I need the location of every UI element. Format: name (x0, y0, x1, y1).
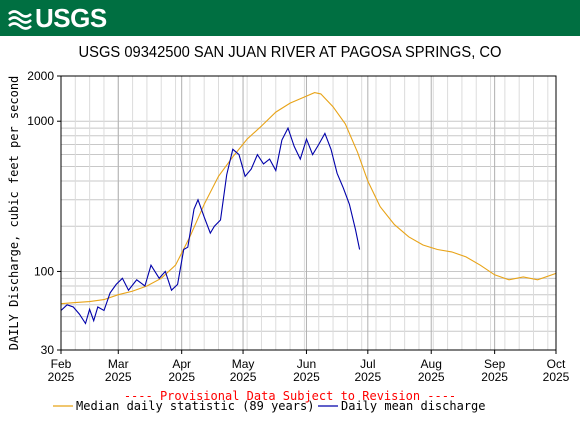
x-tick-label-year: 2025 (168, 370, 195, 384)
y-tick-label: 2000 (27, 69, 54, 83)
y-axis-ticks: 30 100 1000 2000 (27, 69, 61, 357)
y-axis-label: DAILY Discharge, cubic feet per second (7, 76, 21, 351)
x-tick-label-month: Oct (547, 357, 566, 371)
x-tick-label-year: 2025 (48, 370, 75, 384)
chart-legend: Median daily statistic (89 years) Daily m… (53, 399, 486, 413)
x-tick-label-year: 2025 (293, 370, 320, 384)
x-tick-label-month: Feb (51, 357, 72, 371)
x-tick-label-year: 2025 (418, 370, 445, 384)
x-tick-label-month: Aug (421, 357, 442, 371)
x-tick-label-month: May (232, 357, 255, 371)
x-tick-label-year: 2025 (230, 370, 257, 384)
y-tick-label: 100 (34, 264, 54, 278)
usgs-wave-icon (8, 10, 32, 30)
x-tick-label-month: Jul (360, 357, 375, 371)
usgs-header-bar: USGS (0, 0, 580, 36)
chart-title: USGS 09342500 SAN JUAN RIVER AT PAGOSA S… (78, 44, 502, 61)
x-tick-label-year: 2025 (481, 370, 508, 384)
x-tick-label-month: Mar (108, 357, 129, 371)
x-tick-label-year: 2025 (543, 370, 570, 384)
usgs-logo[interactable]: USGS (8, 3, 107, 34)
y-tick-label: 30 (41, 343, 55, 357)
x-tick-label-year: 2025 (105, 370, 132, 384)
chart-grid (60, 75, 557, 350)
series-line (60, 92, 557, 305)
legend-label: Median daily statistic (89 years) (76, 399, 314, 413)
x-tick-label-month: Jun (297, 357, 316, 371)
chart-series (60, 92, 557, 325)
y-tick-label: 1000 (27, 114, 54, 128)
x-axis-ticks: Feb2025Mar2025Apr2025May2025Jun2025Jul20… (48, 350, 570, 384)
provisional-note: ---- Provisional Data Subject to Revisio… (124, 389, 456, 403)
x-tick-label-month: Apr (172, 357, 191, 371)
plot-frame (60, 75, 557, 351)
usgs-logo-text: USGS (35, 3, 107, 33)
series-line (60, 126, 361, 325)
x-tick-label-year: 2025 (354, 370, 381, 384)
x-tick-label-month: Sep (484, 357, 506, 371)
legend-label: Daily mean discharge (341, 399, 486, 413)
